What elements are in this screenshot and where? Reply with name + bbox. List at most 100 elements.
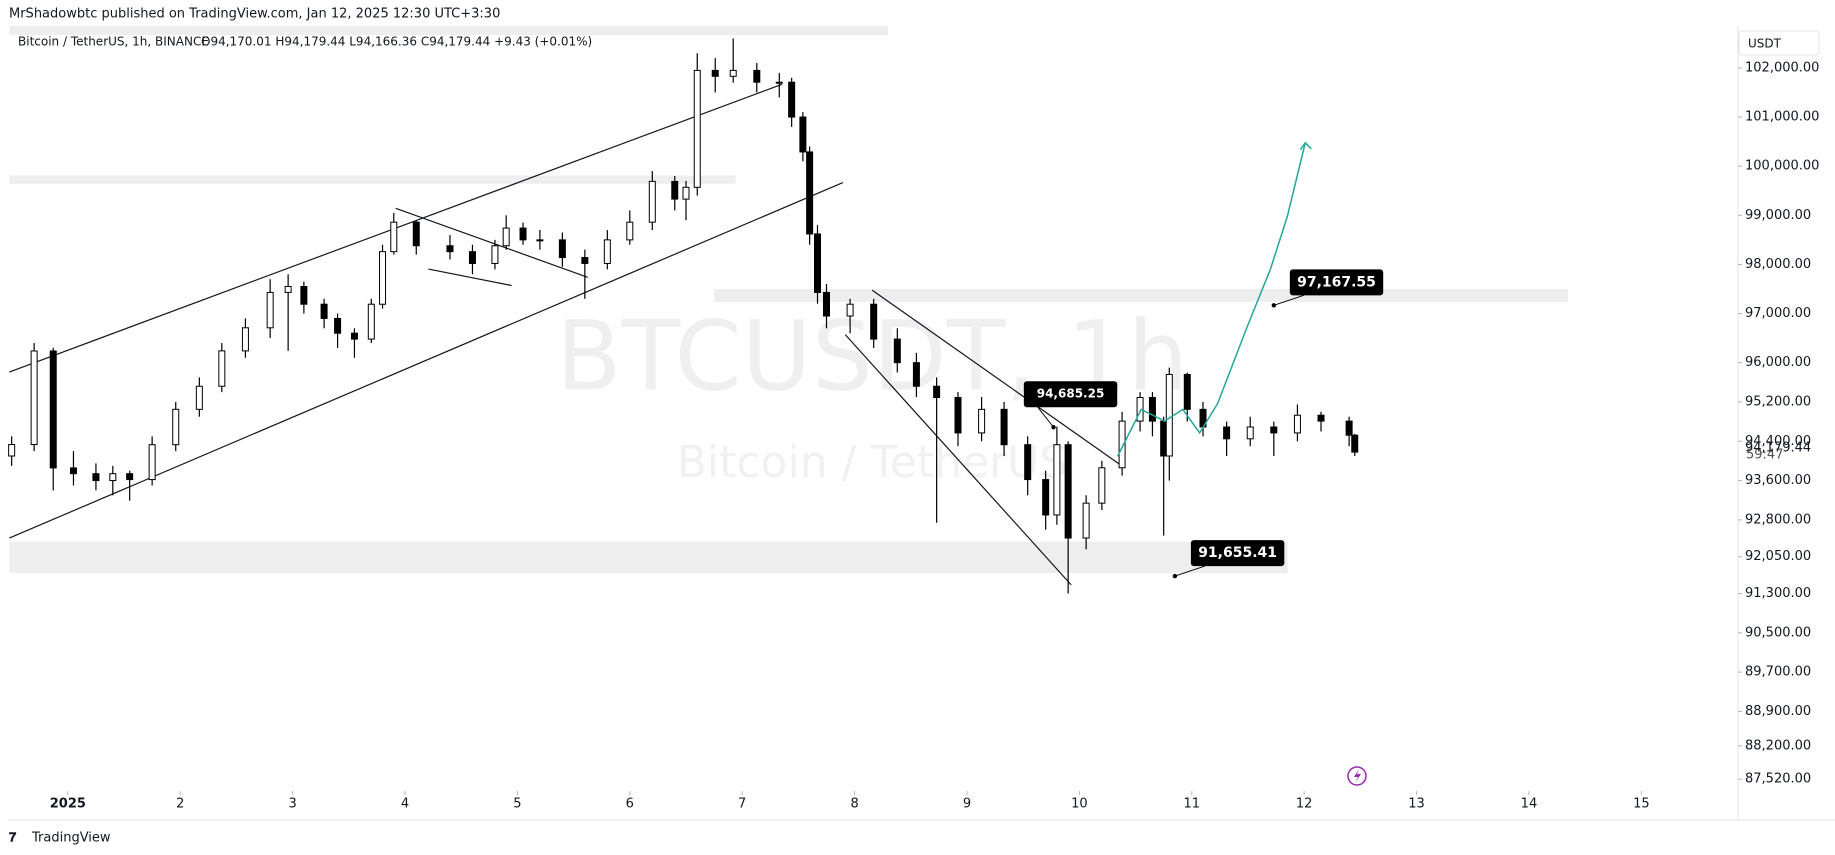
candle-body (693, 69, 701, 188)
candle-body (1160, 420, 1168, 457)
annotation-label: 94,685.25 (1037, 387, 1105, 401)
event-icon[interactable] (1347, 766, 1367, 786)
x-tick-label: 7 (738, 797, 746, 812)
candle-body (558, 239, 566, 259)
candle-body (1082, 502, 1090, 539)
candle-body (109, 473, 117, 482)
currency-button[interactable] (1738, 30, 1820, 56)
candle-body (775, 81, 783, 84)
projection-arrowhead (1299, 141, 1312, 151)
y-tick-label: 102,000.00 (1745, 60, 1819, 75)
y-tick-label: 90,500.00 (1745, 625, 1811, 640)
candle-body (502, 227, 510, 247)
candle-body (284, 286, 292, 293)
candle-body (30, 350, 38, 446)
candle-body (1183, 373, 1191, 410)
zone (714, 288, 1569, 302)
candle-body (1024, 444, 1032, 481)
candle-body (519, 227, 527, 241)
candle-body (846, 303, 854, 317)
zone (9, 175, 736, 184)
x-tick-label: 13 (1408, 797, 1425, 812)
countdown: 59:47 (1746, 448, 1783, 463)
y-tick-label: 91,300.00 (1745, 586, 1811, 601)
trendline (428, 268, 512, 287)
candle-body (1270, 426, 1278, 434)
candle-body (412, 221, 420, 247)
candle-body (1064, 444, 1072, 539)
candle-body (603, 239, 611, 264)
candle-body (933, 385, 941, 399)
x-tick-label: 9 (963, 797, 971, 812)
candle-body (334, 317, 342, 334)
annotation-box (1289, 269, 1384, 296)
y-tick-label: 99,000.00 (1745, 208, 1811, 223)
y-tick-label: 101,000.00 (1745, 110, 1819, 125)
candle-body (729, 69, 737, 77)
candle-body (671, 180, 679, 200)
symbol-legend: Bitcoin / TetherUS, 1h, BINANCE (18, 35, 209, 49)
candle-body (1165, 373, 1173, 457)
y-tick-label: 87,520.00 (1745, 772, 1811, 787)
candle-body (1223, 426, 1231, 440)
y-tick-label: 88,900.00 (1745, 704, 1811, 719)
candle-body (788, 81, 796, 118)
zone (9, 541, 1288, 574)
candle-body (367, 303, 375, 340)
candle-body (1098, 467, 1106, 504)
candle-body (536, 239, 544, 242)
candle-body (1136, 397, 1144, 422)
x-tick-label: 10 (1071, 797, 1088, 812)
candle-body (814, 233, 822, 293)
candle-body (648, 180, 656, 223)
candle-body (379, 251, 387, 305)
candle-body (300, 286, 308, 305)
candle-body (1317, 414, 1325, 422)
annotation-box (1023, 381, 1118, 408)
candle-body (581, 257, 589, 264)
last-price-label: 94,179.44 (1745, 441, 1811, 456)
logo-mark: 𝟕 (9, 831, 17, 846)
annotation-leader (1037, 406, 1054, 428)
candle-body (320, 303, 328, 319)
candle-body (1118, 420, 1126, 469)
candle-body (1148, 397, 1156, 422)
y-tick-label: 92,050.00 (1745, 549, 1811, 564)
candle-body (241, 327, 249, 352)
candle-body (172, 408, 180, 446)
candle-body (799, 116, 807, 153)
x-tick-label: 15 (1633, 797, 1650, 812)
candle-body (682, 186, 690, 200)
currency-label[interactable]: USDT (1748, 37, 1782, 51)
y-tick-label: 88,200.00 (1745, 738, 1811, 753)
trendline (395, 207, 588, 278)
candle-body (350, 332, 358, 340)
candle-body (148, 444, 156, 481)
x-tick-label: 11 (1183, 797, 1200, 812)
candle-body (954, 397, 962, 434)
candle-body (1053, 444, 1061, 516)
annotation-label: 91,655.41 (1198, 545, 1277, 561)
ohlc-legend: O94,170.01 H94,179.44 L94,166.36 C94,179… (201, 35, 592, 49)
y-tick-label: 95,200.00 (1745, 394, 1811, 409)
candle-body (870, 303, 878, 340)
candle-body (69, 467, 77, 475)
candle-body (126, 473, 134, 481)
candle-body (390, 221, 398, 253)
candle-body (626, 221, 634, 241)
candle-body (1351, 434, 1359, 453)
zone (9, 25, 889, 36)
y-tick-label: 97,000.00 (1745, 306, 1811, 321)
y-tick-label: 100,000.00 (1745, 159, 1819, 174)
event-bolt[interactable] (1354, 769, 1361, 783)
annotation-box (1190, 540, 1285, 567)
x-tick-label: 12 (1296, 797, 1313, 812)
candle-body (491, 245, 499, 264)
annotation-leader (1174, 565, 1206, 577)
annotation-label: 97,167.55 (1297, 274, 1376, 290)
y-tick-label: 94,400.00 (1745, 434, 1811, 449)
trendline (844, 334, 1072, 586)
candle-body (822, 291, 830, 317)
candle-body (49, 350, 57, 469)
